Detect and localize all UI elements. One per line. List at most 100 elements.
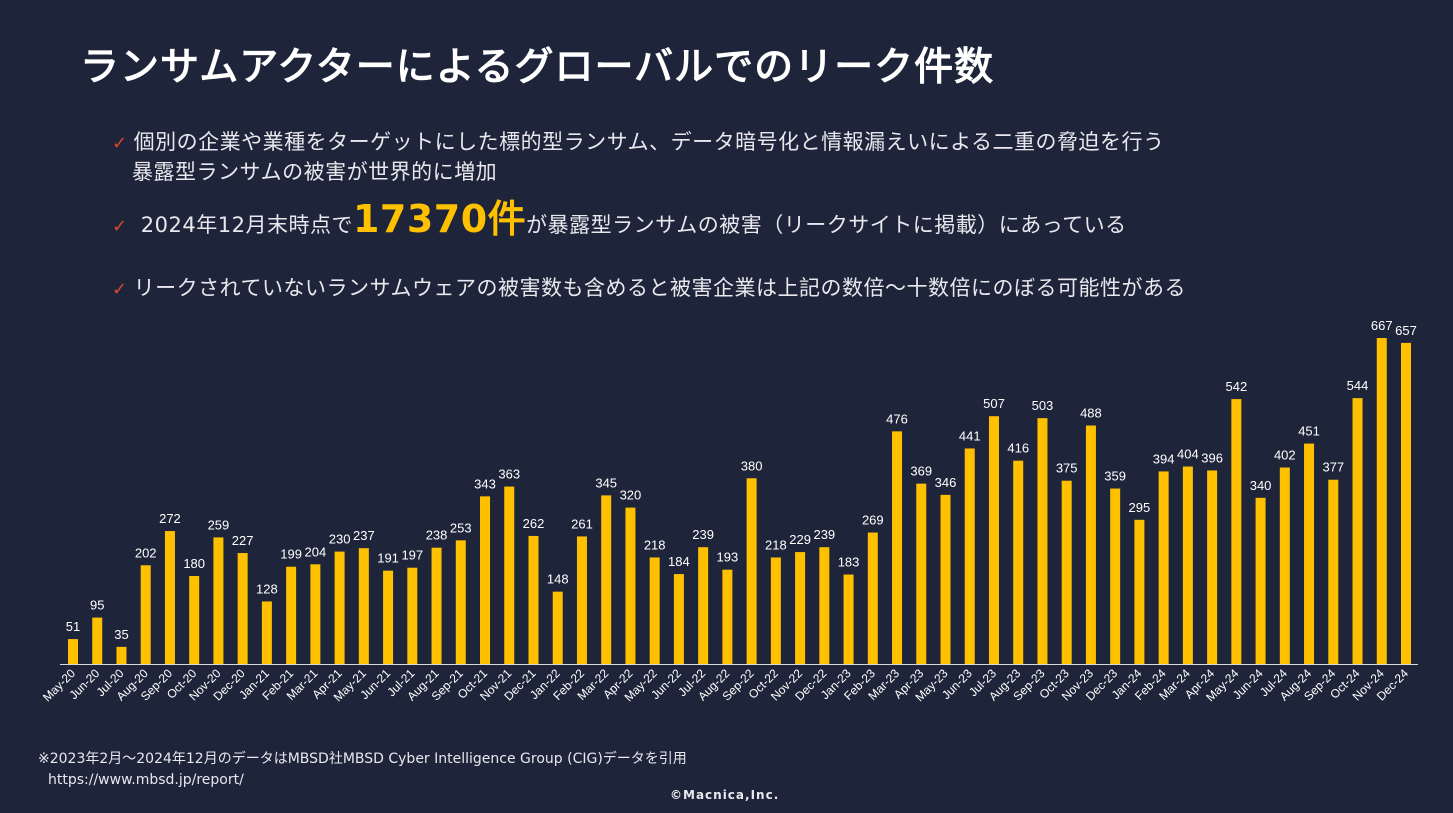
data-label: 183 — [838, 555, 860, 570]
bar-Apr-23 — [916, 483, 927, 664]
data-label: 441 — [959, 428, 981, 443]
bar-May-24 — [1231, 399, 1242, 664]
data-label: 180 — [183, 556, 205, 571]
bullet-3: ✓ リークされていないランサムウェアの被害数も含めると被害企業は上記の数倍～十数倍… — [112, 274, 1186, 304]
data-label: 320 — [620, 488, 642, 503]
bullet-1: ✓ 個別の企業や業種をターゲットにした標的型ランサム、データ暗号化と情報漏えいによ… — [112, 128, 1165, 187]
data-label: 363 — [498, 467, 520, 482]
bar-Sep-22 — [746, 478, 757, 664]
data-label: 346 — [935, 475, 957, 490]
bar-Mar-23 — [892, 431, 903, 664]
data-label: 402 — [1274, 448, 1296, 463]
data-label: 204 — [305, 544, 327, 559]
bar-Jan-23 — [843, 574, 854, 664]
bar-Aug-22 — [722, 569, 733, 664]
bar-Dec-20 — [237, 553, 248, 664]
bullet-1-line-1: 個別の企業や業種をターゲットにした標的型ランサム、データ暗号化と情報漏えいによる… — [133, 130, 1165, 154]
data-label: 191 — [377, 551, 399, 566]
bar-Nov-21 — [504, 486, 515, 664]
bar-Oct-23 — [1061, 480, 1072, 664]
data-label: 272 — [159, 511, 181, 526]
bar-May-23 — [940, 494, 951, 664]
bar-Jul-20 — [116, 646, 127, 664]
data-label: 657 — [1395, 323, 1417, 338]
source-note: ※2023年2月～2024年12月のデータはMBSD社MBSD Cyber In… — [38, 749, 687, 791]
bullet-2-pre: 2024年12月末時点で — [140, 213, 353, 237]
bar-Nov-22 — [795, 552, 806, 664]
bar-Apr-22 — [625, 507, 636, 664]
data-label: 667 — [1371, 318, 1393, 333]
bar-Jun-22 — [673, 574, 684, 664]
data-label: 261 — [571, 516, 593, 531]
data-label: 95 — [90, 598, 104, 613]
bullet-1-line-2: 暴露型ランサムの被害が世界的に増加 — [132, 160, 498, 184]
data-label: 377 — [1322, 460, 1344, 475]
bar-Jul-23 — [988, 416, 999, 664]
check-icon: ✓ — [112, 279, 128, 300]
data-label: 262 — [523, 516, 545, 531]
copyright: ©Macnica,Inc. — [670, 788, 780, 802]
data-label: 239 — [813, 527, 835, 542]
bar-Oct-20 — [189, 576, 200, 664]
bar-Sep-23 — [1037, 418, 1048, 664]
data-label: 218 — [765, 537, 787, 552]
data-label: 193 — [717, 550, 739, 565]
bar-May-22 — [649, 557, 660, 664]
data-label: 451 — [1298, 424, 1320, 439]
data-label: 394 — [1153, 451, 1175, 466]
data-label: 542 — [1225, 379, 1247, 394]
data-label: 218 — [644, 537, 666, 552]
bar-Jun-24 — [1255, 497, 1266, 664]
bar-May-21 — [358, 548, 369, 664]
bar-Nov-23 — [1085, 425, 1096, 664]
bar-Feb-23 — [867, 532, 878, 664]
bar-Jul-22 — [698, 547, 709, 664]
data-label: 259 — [208, 517, 230, 532]
data-label: 396 — [1201, 450, 1223, 465]
bar-Oct-22 — [770, 557, 781, 664]
bar-Oct-21 — [480, 496, 491, 664]
bar-Nov-24 — [1376, 338, 1387, 664]
data-label: 544 — [1347, 378, 1369, 393]
data-label: 229 — [789, 532, 811, 547]
data-label: 404 — [1177, 447, 1199, 462]
bar-Apr-21 — [334, 551, 345, 664]
bar-Mar-21 — [310, 564, 321, 664]
bar-Mar-24 — [1182, 466, 1193, 664]
data-label: 340 — [1250, 478, 1272, 493]
data-label: 35 — [114, 627, 128, 642]
bar-Feb-24 — [1158, 471, 1169, 664]
data-label: 199 — [280, 547, 302, 562]
bar-Jun-23 — [964, 448, 975, 664]
data-label: 476 — [886, 411, 908, 426]
data-label: 369 — [910, 464, 932, 479]
bullet-3-text: リークされていないランサムウェアの被害数も含めると被害企業は上記の数倍～十数倍に… — [133, 276, 1187, 300]
data-label: 488 — [1080, 405, 1102, 420]
bar-Aug-20 — [140, 565, 151, 664]
source-text: ※2023年2月～2024年12月のデータはMBSD社MBSD Cyber In… — [38, 751, 687, 767]
data-label: 343 — [474, 476, 496, 491]
data-label: 197 — [401, 548, 423, 563]
data-label: 345 — [595, 475, 617, 490]
bar-Feb-21 — [286, 566, 297, 664]
bar-Jul-21 — [407, 567, 418, 664]
bar-Jan-22 — [552, 591, 563, 664]
data-label: 375 — [1056, 461, 1078, 476]
bar-Aug-23 — [1013, 460, 1024, 664]
data-label: 230 — [329, 532, 351, 547]
check-icon: ✓ — [112, 216, 128, 237]
data-label: 227 — [232, 533, 254, 548]
data-label: 239 — [692, 527, 714, 542]
data-label: 238 — [426, 528, 448, 543]
bar-Mar-22 — [601, 495, 612, 664]
data-label: 507 — [983, 396, 1005, 411]
bar-May-20 — [68, 639, 78, 664]
total-leaks-highlight: 17370件 — [352, 197, 527, 241]
source-url[interactable]: https://www.mbsd.jp/report/ — [48, 772, 244, 788]
data-label: 359 — [1104, 469, 1126, 484]
page-title: ランサムアクターによるグローバルでのリーク件数 — [80, 45, 995, 90]
data-label: 51 — [66, 619, 80, 634]
bar-Dec-24 — [1401, 342, 1411, 664]
data-label: 202 — [135, 545, 157, 560]
